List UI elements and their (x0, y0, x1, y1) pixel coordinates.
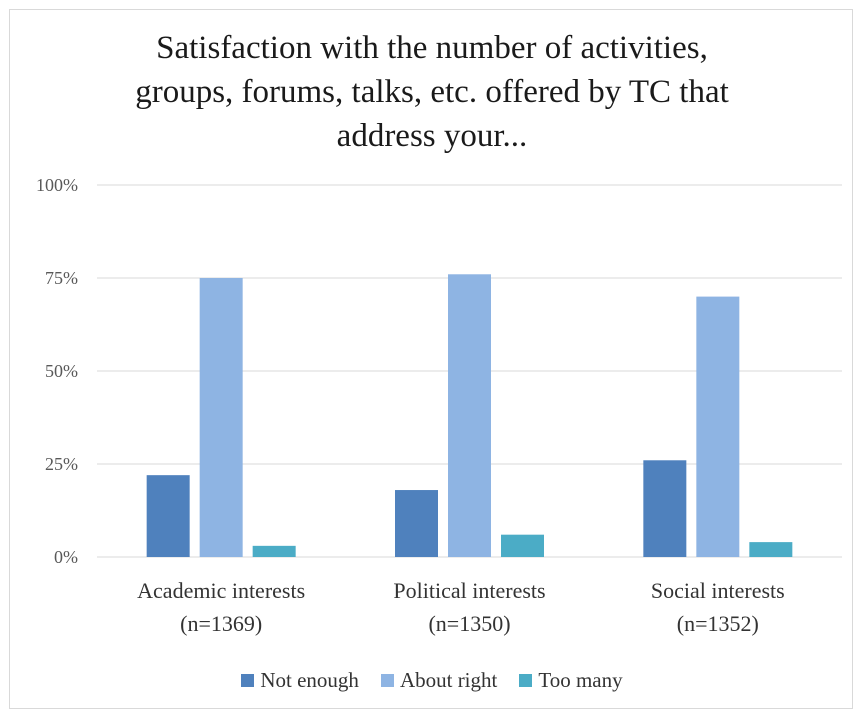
x-category-label: (n=1350) (428, 611, 510, 636)
x-category-label: Political interests (393, 578, 545, 603)
y-tick-label: 50% (45, 361, 78, 381)
y-tick-label: 75% (45, 268, 78, 288)
bar-too-many (749, 542, 793, 557)
x-category-label: Social interests (651, 578, 785, 603)
bar-about-right (199, 278, 243, 557)
y-tick-label: 0% (54, 547, 78, 567)
x-category-label: (n=1369) (180, 611, 262, 636)
legend-item: Not enough (241, 668, 359, 693)
legend-item: Too many (519, 668, 623, 693)
bar-not-enough (643, 460, 687, 557)
y-tick-label: 100% (36, 175, 78, 195)
legend-swatch (241, 674, 255, 687)
bar-about-right (448, 274, 491, 557)
bar-about-right (696, 296, 740, 557)
x-category-label: Academic interests (137, 578, 305, 603)
legend-swatch (380, 674, 394, 687)
chart-title: Satisfaction with the number of activiti… (135, 30, 729, 154)
x-category-label: (n=1352) (677, 611, 759, 636)
legend-label: Not enough (260, 668, 359, 692)
y-tick-label: 25% (45, 454, 78, 474)
bar-not-enough (395, 490, 438, 557)
legend-label: Too many (538, 668, 623, 692)
legend-swatch (519, 674, 533, 687)
legend-label: About right (399, 668, 498, 692)
bar-too-many (501, 534, 544, 557)
bar-too-many (252, 545, 296, 557)
bar-not-enough (146, 475, 190, 557)
chart-legend: Not enough About right Too many (0, 668, 864, 693)
legend-item: About right (380, 668, 498, 693)
